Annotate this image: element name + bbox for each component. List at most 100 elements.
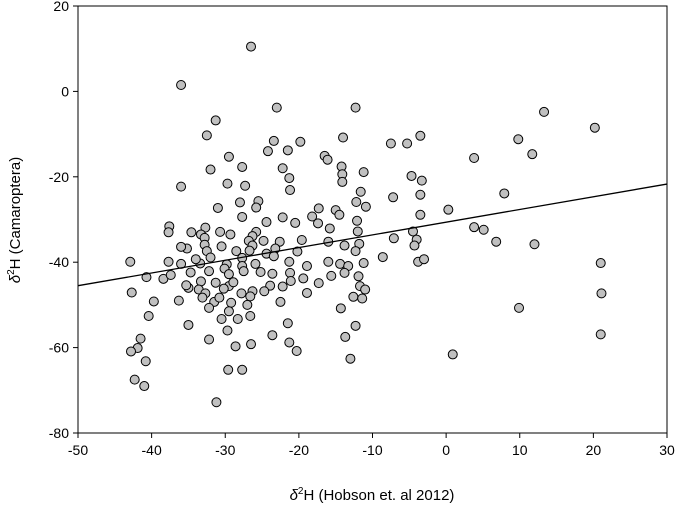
data-point xyxy=(290,217,301,228)
data-point xyxy=(125,256,136,267)
data-point xyxy=(406,170,417,181)
data-point xyxy=(358,167,369,178)
data-point xyxy=(513,134,524,145)
x-tick-label: 30 xyxy=(659,442,675,458)
data-point xyxy=(259,286,270,297)
data-point xyxy=(478,224,489,235)
data-point xyxy=(223,364,234,375)
data-point xyxy=(165,270,176,281)
data-point xyxy=(282,145,293,156)
x-tick-label: -20 xyxy=(289,442,309,458)
data-point xyxy=(176,241,187,252)
data-point xyxy=(301,261,312,272)
data-point xyxy=(323,256,334,267)
data-point xyxy=(204,334,215,345)
data-point xyxy=(258,235,269,246)
data-point xyxy=(277,212,288,223)
data-point xyxy=(415,130,426,141)
data-point xyxy=(250,258,261,269)
data-point xyxy=(205,252,216,263)
data-point xyxy=(469,222,480,233)
data-point xyxy=(223,306,234,317)
data-point xyxy=(139,381,150,392)
data-point xyxy=(447,349,458,360)
data-point xyxy=(388,192,399,203)
data-point xyxy=(222,178,233,189)
data-point xyxy=(295,136,306,147)
data-point xyxy=(240,180,251,191)
data-point xyxy=(237,211,248,222)
data-point xyxy=(218,283,229,294)
data-point xyxy=(231,246,242,257)
data-point xyxy=(126,287,137,298)
y-tick-label: -40 xyxy=(49,254,69,270)
y-axis-label: δ2H (Camaroptera) xyxy=(6,157,24,283)
data-point xyxy=(324,223,335,234)
data-point xyxy=(596,288,607,299)
data-point xyxy=(357,293,368,304)
data-point xyxy=(245,291,256,302)
data-point xyxy=(267,330,278,341)
data-point xyxy=(223,269,234,280)
data-point xyxy=(163,227,174,238)
data-point xyxy=(337,176,348,187)
data-point xyxy=(190,254,201,265)
data-point xyxy=(352,215,363,226)
data-point xyxy=(197,292,208,303)
data-point xyxy=(360,284,371,295)
data-point xyxy=(284,256,295,267)
data-point xyxy=(491,236,502,247)
data-point xyxy=(271,102,282,113)
data-point xyxy=(181,280,192,291)
data-point xyxy=(282,318,293,329)
data-point xyxy=(296,234,307,245)
data-point xyxy=(419,254,430,265)
data-point xyxy=(234,197,245,208)
data-point xyxy=(214,292,225,303)
data-point xyxy=(313,218,324,229)
data-point xyxy=(388,233,399,244)
data-point xyxy=(339,240,350,251)
data-point xyxy=(350,102,361,113)
data-point xyxy=(529,239,540,250)
plot-frame xyxy=(77,5,668,434)
plot-area xyxy=(77,5,668,434)
data-point xyxy=(292,246,303,257)
y-tick-label: -60 xyxy=(49,340,69,356)
data-point xyxy=(225,229,236,240)
x-tick-label: -30 xyxy=(215,442,235,458)
data-point xyxy=(223,151,234,162)
data-point xyxy=(339,267,350,278)
data-point xyxy=(176,181,187,192)
data-point xyxy=(246,41,257,52)
data-point xyxy=(284,337,295,348)
data-point xyxy=(277,163,288,174)
data-point xyxy=(335,258,346,269)
data-point xyxy=(268,135,279,146)
data-point xyxy=(443,204,454,215)
data-point xyxy=(402,138,413,149)
data-point xyxy=(205,164,216,175)
data-point xyxy=(352,226,363,237)
data-point xyxy=(183,319,194,330)
data-point xyxy=(335,303,346,314)
data-point xyxy=(210,277,221,288)
y-axis: -80 -60 -40 -20 0 20 xyxy=(49,0,78,441)
data-point xyxy=(236,288,247,299)
data-point xyxy=(348,291,359,302)
data-point xyxy=(350,320,361,331)
data-point xyxy=(307,211,318,222)
data-point xyxy=(589,122,600,133)
data-point xyxy=(215,226,226,237)
data-point xyxy=(216,241,227,252)
data-point xyxy=(242,299,253,310)
data-point xyxy=(351,196,362,207)
data-point xyxy=(358,258,369,269)
data-point xyxy=(353,271,364,282)
data-point xyxy=(176,79,187,90)
data-point xyxy=(140,356,151,367)
data-point xyxy=(415,189,426,200)
data-point xyxy=(409,240,420,251)
data-point xyxy=(340,331,351,342)
